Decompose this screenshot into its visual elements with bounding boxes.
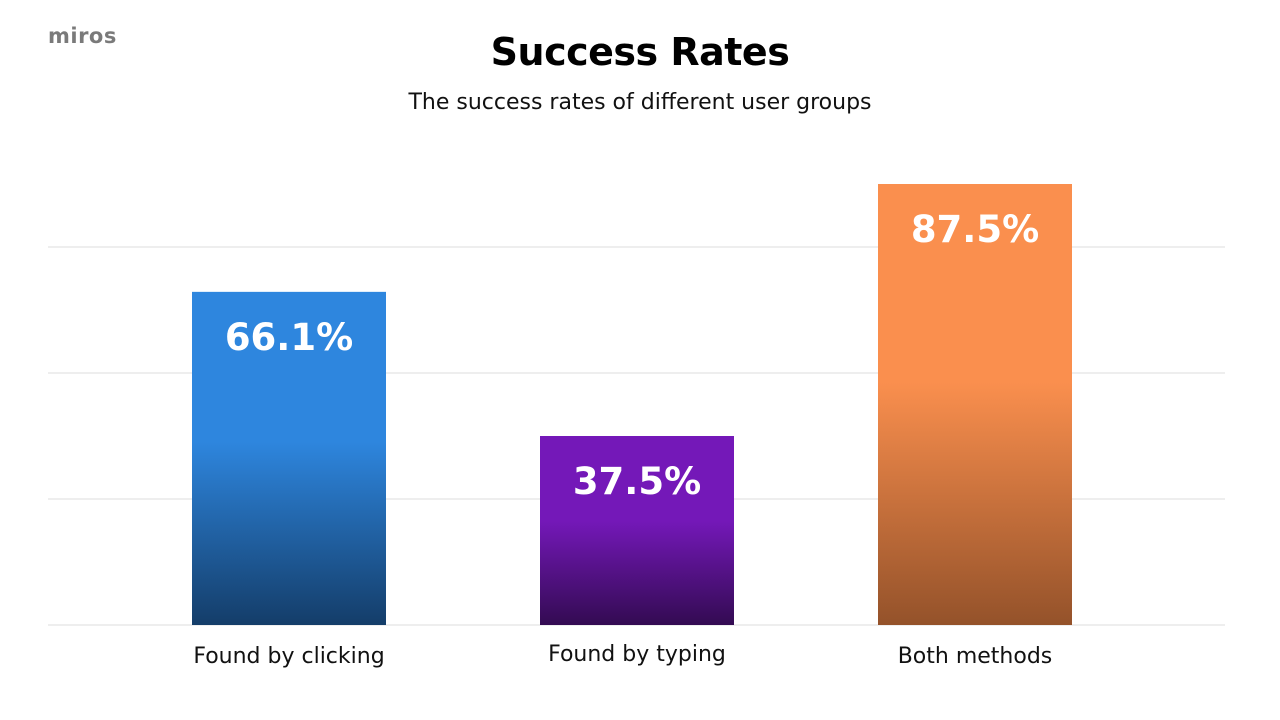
chart-title: Success Rates (490, 30, 790, 74)
category-label: Found by clicking (193, 644, 384, 669)
bars (192, 184, 1072, 625)
bar-value-labels: 66.1% 37.5% 87.5% (225, 208, 1039, 503)
bar-both-methods (878, 184, 1072, 625)
category-label: Both methods (898, 644, 1053, 669)
chart-subtitle: The success rates of different user grou… (408, 90, 872, 115)
category-labels: Found by clicking Found by typing Both met… (193, 642, 1052, 669)
brand-logo: miros (48, 24, 117, 48)
bar-found-by-typing (540, 436, 734, 625)
bar-value-label: 37.5% (573, 460, 701, 503)
category-label: Found by typing (548, 642, 726, 667)
bar-value-label: 66.1% (225, 316, 353, 359)
bar-value-label: 87.5% (911, 208, 1039, 251)
bar-found-by-clicking (192, 291, 386, 625)
